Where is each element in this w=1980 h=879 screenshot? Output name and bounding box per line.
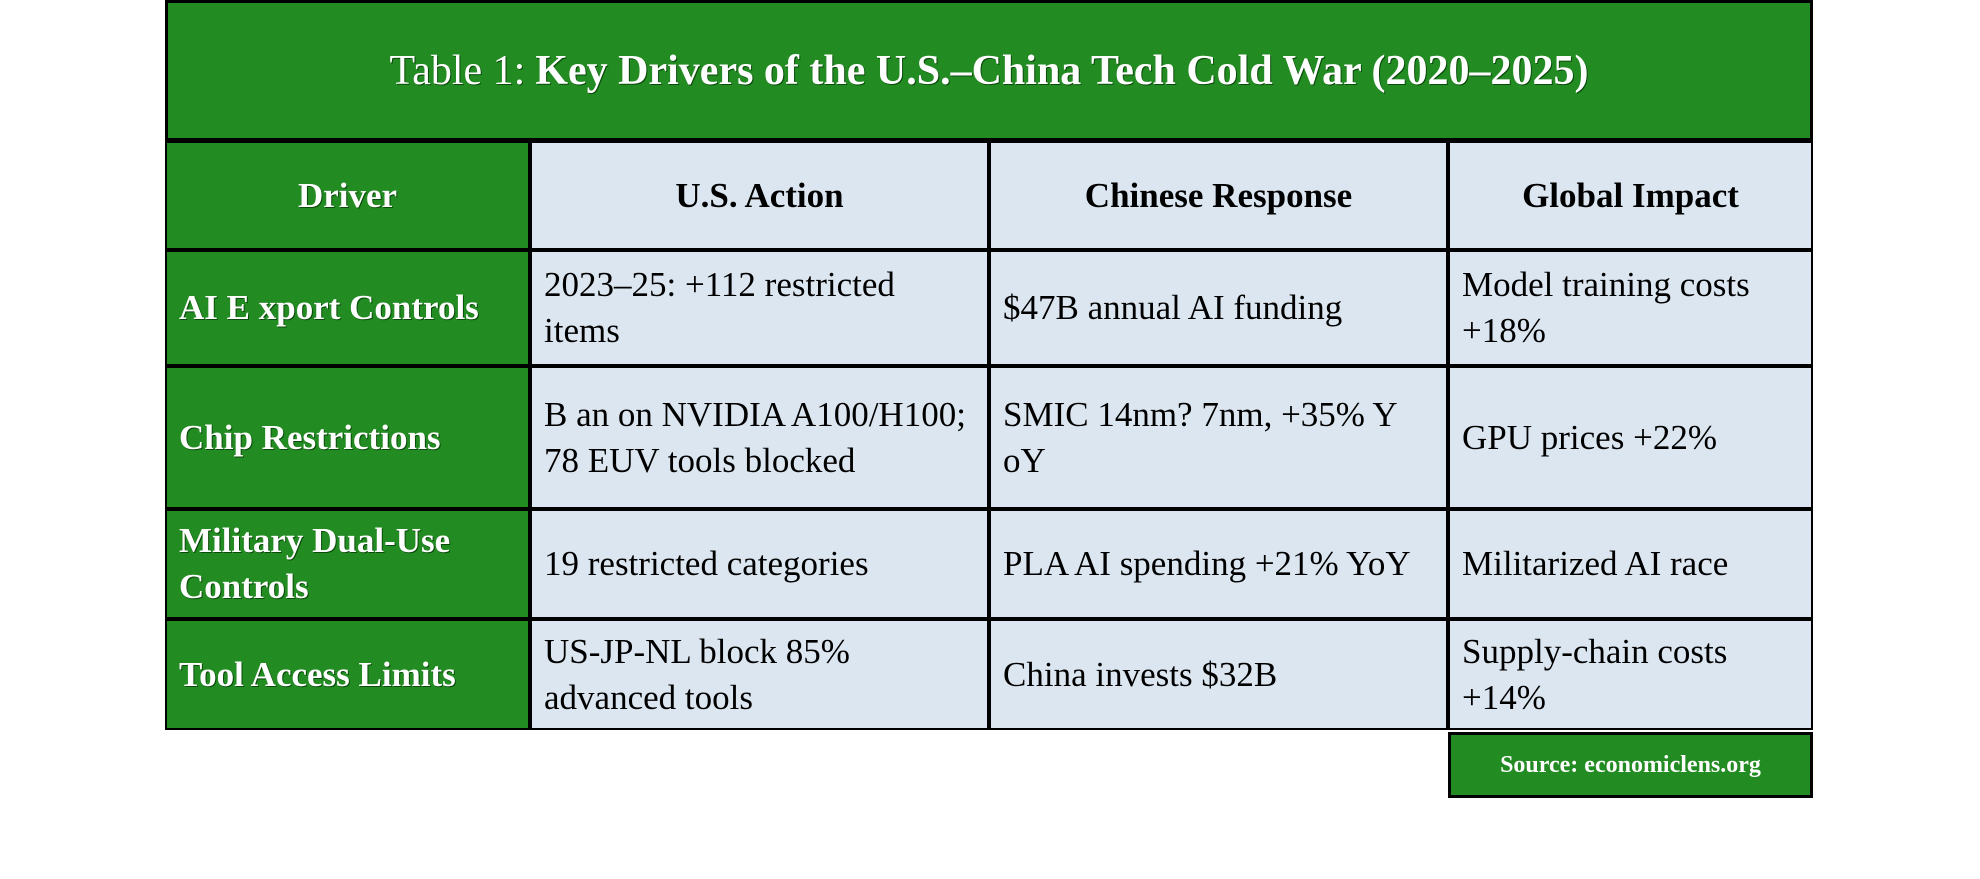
source-note: Source: economiclens.org	[1448, 732, 1813, 798]
cell-chinese-response: $47B annual AI funding	[989, 250, 1448, 366]
cell-chinese-response: PLA AI spending +21% YoY	[989, 509, 1448, 619]
cell-driver: Military Dual-Use Controls	[165, 509, 530, 619]
column-header-chinese-response: Chinese Response	[989, 141, 1448, 250]
cell-driver: Tool Access Limits	[165, 619, 530, 730]
column-header-us-action: U.S. Action	[530, 141, 989, 250]
cell-us-action: 2023–25: +112 restricted items	[530, 250, 989, 366]
cell-global-impact: GPU prices +22%	[1448, 366, 1813, 509]
cell-us-action: 19 restricted categories	[530, 509, 989, 619]
cell-driver: AI E xport Controls	[165, 250, 530, 366]
table-title-main: Key Drivers of the U.S.–China Tech Cold …	[535, 47, 1589, 94]
cell-us-action: B an on NVIDIA A100/H100; 78 EUV tools b…	[530, 366, 989, 509]
cell-global-impact: Supply-chain costs +14%	[1448, 619, 1813, 730]
table-title-prefix: Table 1:	[389, 47, 526, 94]
cell-global-impact: Militarized AI race	[1448, 509, 1813, 619]
cell-us-action: US-JP-NL block 85% advanced tools	[530, 619, 989, 730]
column-header-driver: Driver	[165, 141, 530, 250]
cell-driver: Chip Restrictions	[165, 366, 530, 509]
cell-chinese-response: China invests $32B	[989, 619, 1448, 730]
column-header-global-impact: Global Impact	[1448, 141, 1813, 250]
cell-chinese-response: SMIC 14nm? 7nm, +35% Y oY	[989, 366, 1448, 509]
cell-global-impact: Model training costs +18%	[1448, 250, 1813, 366]
table-title: Table 1: Key Drivers of the U.S.–China T…	[165, 0, 1813, 141]
